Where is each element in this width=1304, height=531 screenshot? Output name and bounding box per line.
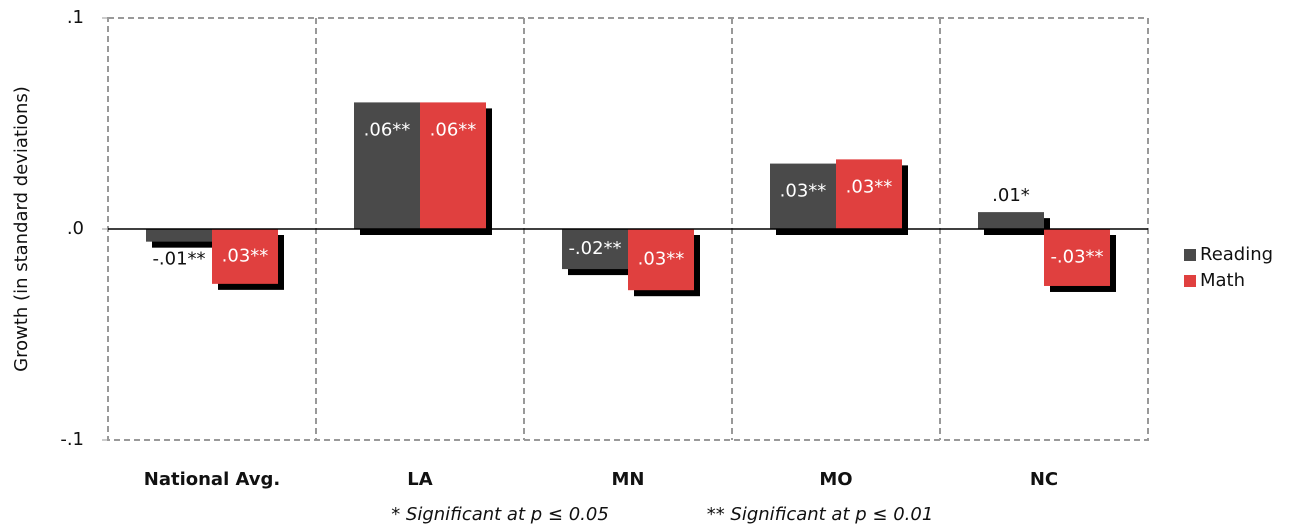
legend-swatch: [1184, 249, 1196, 261]
bar: [1044, 229, 1110, 286]
bar: [420, 102, 486, 229]
bar: [146, 229, 212, 242]
value-label: -.02**: [568, 238, 621, 259]
x-tick-label: MN: [612, 469, 645, 490]
value-label: .03**: [222, 245, 269, 266]
footnote: ** Significant at p ≤ 0.01: [707, 504, 934, 525]
bar: [354, 102, 420, 229]
x-tick-label: LA: [407, 469, 432, 490]
value-label: .03**: [846, 176, 893, 197]
x-tick-label: MO: [819, 469, 852, 490]
value-label: .06**: [430, 119, 477, 140]
y-tick-label: .0: [67, 218, 84, 239]
value-label: -.03**: [1050, 246, 1103, 267]
x-tick-label: NC: [1030, 469, 1058, 490]
bar: [836, 159, 902, 229]
value-label: -.01**: [152, 249, 205, 270]
value-label: .03**: [638, 249, 685, 270]
y-tick-label: -.1: [60, 429, 84, 450]
value-label: .01*: [992, 185, 1030, 206]
value-label: .03**: [780, 181, 827, 202]
bar: [562, 229, 628, 270]
x-tick-label: National Avg.: [144, 469, 281, 490]
bar: [770, 163, 836, 229]
legend-swatch: [1184, 275, 1196, 287]
y-axis-label: Growth (in standard deviations): [11, 86, 32, 372]
value-label: .06**: [364, 119, 411, 140]
y-tick-label: .1: [67, 7, 84, 28]
legend-label: Reading: [1200, 244, 1273, 265]
bar: [628, 229, 694, 291]
bar: [212, 229, 278, 284]
footnote: * Significant at p ≤ 0.05: [391, 504, 609, 525]
legend-label: Math: [1200, 270, 1245, 291]
bar: [978, 212, 1044, 229]
